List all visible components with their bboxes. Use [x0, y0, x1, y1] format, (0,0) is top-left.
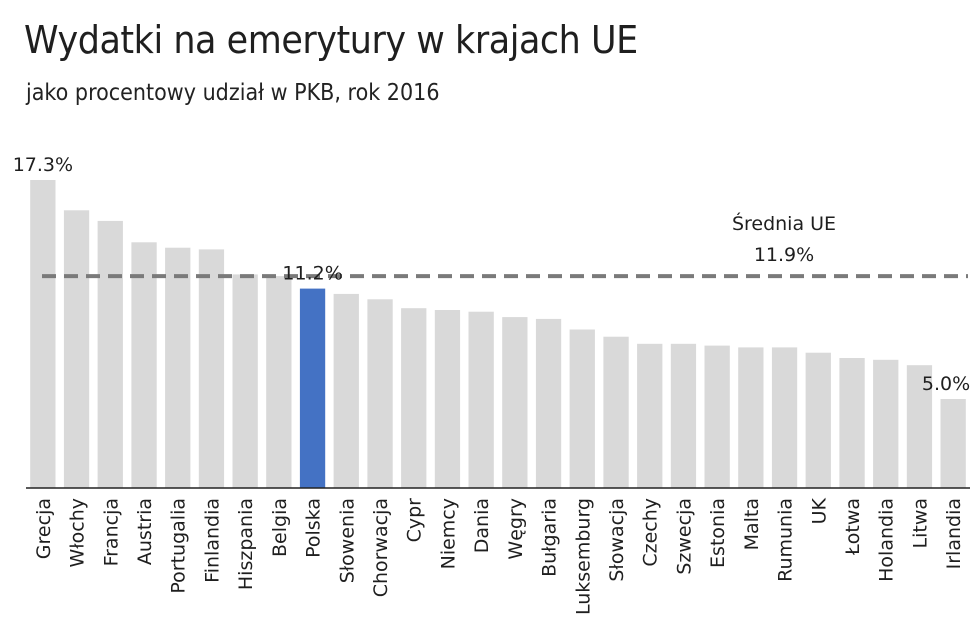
bar-szwecja	[670, 343, 697, 488]
x-tick-label-irlandia: Irlandia	[943, 498, 965, 569]
x-tick-label-rumunia: Rumunia	[775, 498, 797, 582]
data-label-polska: 11.2%	[282, 263, 342, 285]
x-tick-label-uk: UK	[808, 497, 830, 524]
bar-portugalia	[165, 247, 191, 488]
bar-slowacja	[603, 336, 629, 488]
bar-dania	[468, 311, 494, 488]
bar-estonia	[704, 345, 730, 488]
x-tick-label-malta: Malta	[741, 498, 763, 550]
bar-chorwacja	[367, 299, 393, 488]
x-tick-label-slowacja: Słowacja	[606, 498, 628, 582]
x-tick-label-grecja: Grecja	[33, 498, 55, 559]
bar-austria	[131, 242, 157, 488]
bar-irlandia	[940, 399, 966, 488]
chart-subtitle: jako procentowy udział w PKB, rok 2016	[26, 80, 440, 106]
category-labels-group: Grecja Włochy Francja Austria Portugalia Finl…	[33, 497, 965, 615]
average-value-label: 11.9%	[754, 244, 814, 266]
x-tick-label-austria: Austria	[134, 498, 156, 565]
bar-wlochy	[63, 210, 90, 489]
x-tick-label-czechy: Czechy	[640, 498, 662, 567]
bar-cypr	[401, 308, 427, 488]
x-tick-label-wlochy: Włochy	[67, 498, 89, 568]
x-tick-label-polska: Polska	[303, 498, 325, 558]
bar-luksemburg	[569, 329, 595, 488]
bar-slowenia	[333, 293, 359, 488]
x-tick-label-estonia: Estonia	[707, 498, 729, 568]
average-group: Średnia UE 11.9%	[42, 211, 968, 279]
x-tick-label-holandia: Holandia	[876, 498, 898, 582]
bar-bulgaria	[535, 318, 562, 488]
x-tick-label-bulgaria: Bułgaria	[539, 498, 561, 577]
data-labels-group: 17.3% 11.2% 5.0%	[13, 154, 970, 395]
x-tick-label-hiszpania: Hiszpania	[235, 498, 257, 590]
bar-rumunia	[771, 347, 798, 488]
x-tick-label-niemcy: Niemcy	[437, 498, 459, 569]
average-label: Średnia UE	[732, 211, 836, 235]
bars-group	[30, 180, 966, 489]
x-tick-label-szwecja: Szwecja	[673, 498, 695, 575]
bar-niemcy	[434, 310, 461, 488]
bar-belgia	[266, 276, 292, 488]
x-tick-label-slowenia: Słowenia	[336, 498, 358, 583]
x-tick-label-finlandia: Finlandia	[201, 498, 223, 583]
bar-polska	[299, 288, 326, 488]
bar-malta	[738, 347, 764, 488]
x-tick-label-portugalia: Portugalia	[168, 498, 190, 594]
x-tick-label-luksemburg: Luksemburg	[572, 498, 594, 615]
bar-czechy	[637, 343, 663, 488]
bar-uk	[805, 352, 831, 488]
x-tick-label-belgia: Belgia	[269, 498, 291, 557]
x-tick-label-chorwacja: Chorwacja	[370, 498, 392, 597]
x-tick-label-cypr: Cypr	[404, 498, 426, 543]
data-label-grecja: 17.3%	[13, 154, 73, 176]
bar-finlandia	[198, 249, 225, 488]
bar-wegry	[502, 317, 528, 488]
x-tick-label-francja: Francja	[100, 498, 122, 566]
data-label-irlandia: 5.0%	[922, 373, 970, 395]
bar-grecja	[30, 180, 56, 488]
chart-title: Wydatki na emerytury w krajach UE	[24, 18, 638, 62]
x-tick-label-litwa: Litwa	[909, 498, 931, 549]
bar-litwa	[906, 365, 933, 488]
bar-holandia	[873, 359, 899, 488]
bar-lotwa	[839, 358, 865, 488]
bar-francja	[97, 220, 123, 488]
x-tick-label-wegry: Węgry	[505, 498, 527, 560]
x-tick-label-dania: Dania	[471, 498, 493, 553]
bar-hiszpania	[232, 274, 258, 488]
x-tick-label-lotwa: Łotwa	[842, 498, 864, 556]
